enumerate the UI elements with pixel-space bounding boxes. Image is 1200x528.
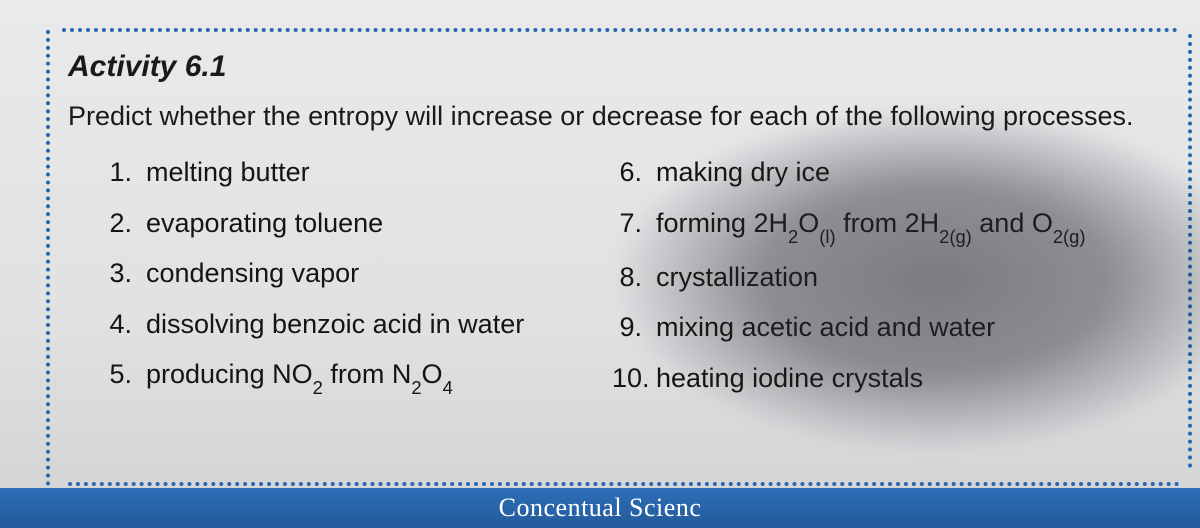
list-column-right: 6. making dry ice 7. forming 2H2O(l) fro…: [612, 154, 1148, 396]
dotted-border-right: [1188, 34, 1192, 468]
item-text: condensing vapor: [146, 255, 582, 291]
activity-box: Activity 6.1 Predict whether the entropy…: [42, 50, 1158, 396]
list-item: 5. producing NO2 from N2O4: [102, 356, 582, 396]
item-number: 1.: [102, 154, 146, 190]
item-text: heating iodine crystals: [656, 360, 1148, 396]
list-column-left: 1. melting butter 2. evaporating toluene…: [102, 154, 582, 396]
item-number: 5.: [102, 356, 146, 392]
list-item: 7. forming 2H2O(l) from 2H2(g) and O2(g): [612, 205, 1148, 245]
item-number: 4.: [102, 306, 146, 342]
item-text: melting butter: [146, 154, 582, 190]
item-lists: 1. melting butter 2. evaporating toluene…: [68, 154, 1148, 396]
item-text: evaporating toluene: [146, 205, 582, 241]
list-item: 10. heating iodine crystals: [612, 360, 1148, 396]
item-number: 3.: [102, 255, 146, 291]
item-number: 8.: [612, 259, 656, 295]
item-number: 2.: [102, 205, 146, 241]
item-number: 9.: [612, 309, 656, 345]
list-item: 3. condensing vapor: [102, 255, 582, 291]
footer-text: Concentual Scienc: [499, 493, 702, 522]
list-item: 4. dissolving benzoic acid in water: [102, 306, 582, 342]
dotted-border-bottom: [68, 482, 1180, 486]
textbook-page: Activity 6.1 Predict whether the entropy…: [0, 0, 1200, 528]
item-text: dissolving benzoic acid in water: [146, 306, 582, 342]
list-item: 1. melting butter: [102, 154, 582, 190]
item-text: mixing acetic acid and water: [656, 309, 1148, 345]
item-text: crystallization: [656, 259, 1148, 295]
activity-prompt: Predict whether the entropy will increas…: [68, 98, 1148, 134]
item-number: 6.: [612, 154, 656, 190]
list-item: 2. evaporating toluene: [102, 205, 582, 241]
list-item: 6. making dry ice: [612, 154, 1148, 190]
item-text: forming 2H2O(l) from 2H2(g) and O2(g): [656, 205, 1148, 245]
item-text: producing NO2 from N2O4: [146, 356, 582, 396]
activity-title: Activity 6.1: [68, 50, 1148, 84]
item-text: making dry ice: [656, 154, 1148, 190]
item-number: 10.: [612, 360, 656, 396]
list-item: 8. crystallization: [612, 259, 1148, 295]
footer-bar: Concentual Scienc: [0, 488, 1200, 528]
dotted-border-top: [62, 28, 1178, 32]
item-number: 7.: [612, 205, 656, 241]
list-item: 9. mixing acetic acid and water: [612, 309, 1148, 345]
